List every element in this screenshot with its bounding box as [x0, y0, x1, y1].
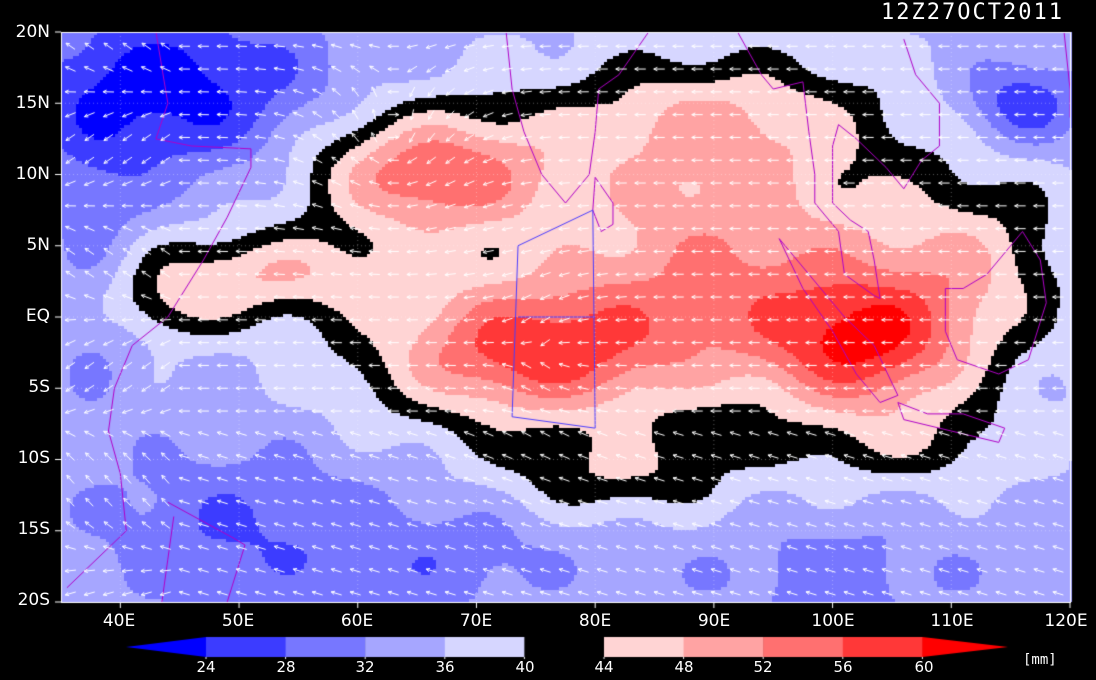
colorbar-level-label: 48	[674, 658, 694, 676]
colorbar-level-label: 36	[435, 658, 455, 676]
lat-tick-label: 15N	[15, 93, 50, 113]
unit-label: [mm]	[1023, 652, 1057, 668]
lon-tick-label: 60E	[340, 611, 374, 631]
colorbar-level-label: 44	[594, 658, 614, 676]
colorbar-level-label: 52	[753, 658, 773, 676]
colorbar-level-label: 24	[196, 658, 216, 676]
lon-tick-label: 50E	[221, 611, 255, 631]
lat-tick-label: 5S	[28, 377, 50, 397]
lat-tick-label: EQ	[25, 306, 50, 326]
lon-tick-label: 90E	[697, 611, 731, 631]
colorbar-level-label: 40	[515, 658, 535, 676]
lat-tick-label: 10S	[17, 448, 50, 468]
lat-tick-label: 15S	[17, 519, 50, 539]
lon-tick-label: 70E	[459, 611, 493, 631]
lat-tick-label: 5N	[26, 235, 50, 255]
lon-tick-label: 100E	[811, 611, 855, 631]
colorbar-level-label: 60	[914, 658, 934, 676]
timestamp-label: 12Z27OCT2011	[881, 0, 1064, 25]
lat-tick-label: 10N	[15, 164, 50, 184]
lon-tick-label: 40E	[102, 611, 136, 631]
lat-tick-label: 20S	[17, 590, 50, 610]
lat-tick-label: 20N	[15, 22, 50, 42]
colorbar-level-label: 28	[276, 658, 296, 676]
lon-tick-label: 120E	[1044, 611, 1088, 631]
lon-tick-label: 80E	[578, 611, 612, 631]
lon-tick-label: 110E	[930, 611, 974, 631]
colorbar-level-label: 32	[355, 658, 375, 676]
colorbar-level-label: 56	[833, 658, 853, 676]
